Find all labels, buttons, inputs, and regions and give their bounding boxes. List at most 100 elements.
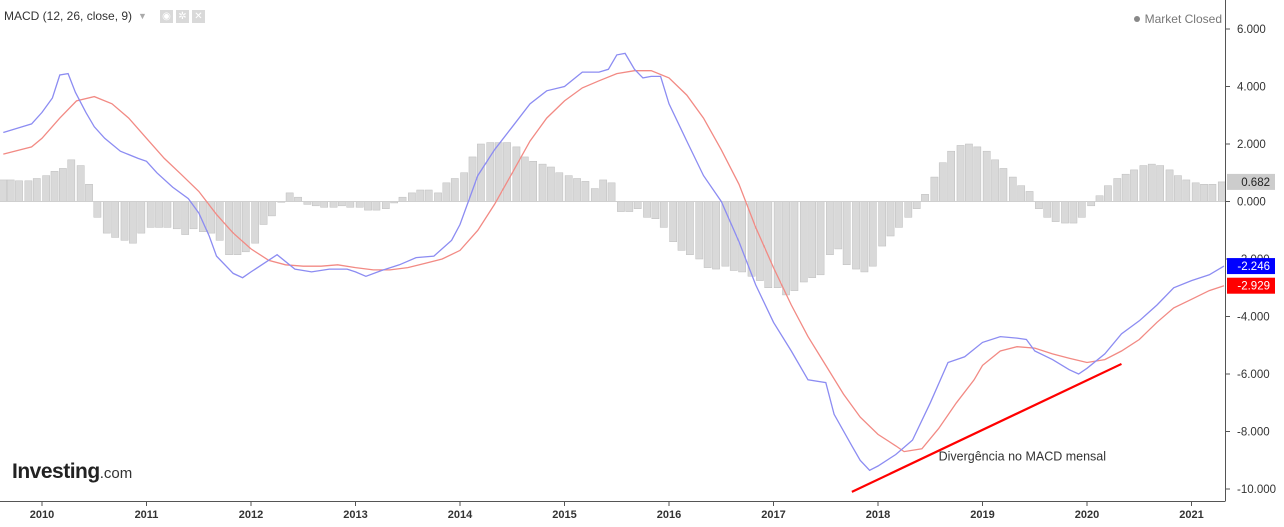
histogram-bar xyxy=(468,156,477,202)
histogram-bar xyxy=(460,172,469,202)
histogram-bar xyxy=(346,201,355,208)
histogram-bar xyxy=(137,201,146,234)
histogram-bar xyxy=(338,201,346,207)
x-tick-label: 2017 xyxy=(761,509,785,521)
histogram-bar xyxy=(947,150,955,202)
histogram-bar xyxy=(659,201,668,228)
histogram-bar xyxy=(364,201,372,211)
histogram-bar xyxy=(538,163,547,202)
investing-logo: Investing.com xyxy=(12,460,132,484)
value-badge-label: -2.246 xyxy=(1237,261,1270,273)
histogram-bar xyxy=(599,179,608,202)
histogram-bar xyxy=(555,172,564,202)
histogram-bar xyxy=(1156,165,1165,202)
y-tick-label: -10.000 xyxy=(1237,484,1276,496)
y-tick-label: -8.000 xyxy=(1237,427,1270,439)
y-tick-label: -4.000 xyxy=(1237,312,1270,324)
value-badge xyxy=(1227,258,1275,275)
histogram-bar xyxy=(259,201,268,225)
histogram-bar xyxy=(686,201,694,255)
histogram-bar xyxy=(251,201,260,244)
x-tick-label: 2014 xyxy=(448,509,473,521)
x-tick-label: 2018 xyxy=(866,509,890,521)
histogram-bar xyxy=(921,194,929,202)
histogram-bar xyxy=(1077,201,1086,218)
histogram-bar xyxy=(329,201,338,208)
histogram-bar xyxy=(842,201,851,265)
histogram-bar xyxy=(782,201,790,296)
histogram-bar xyxy=(1035,201,1043,209)
histogram-bar xyxy=(677,201,686,251)
histogram-bar xyxy=(1087,201,1096,207)
histogram-bar xyxy=(477,143,485,202)
histogram-bar xyxy=(669,201,678,242)
trendline xyxy=(851,362,1122,493)
histogram-bar xyxy=(852,201,860,270)
histogram-bar xyxy=(1217,181,1226,202)
histogram-bar xyxy=(1061,201,1069,224)
y-tick-label: -6.000 xyxy=(1237,369,1270,381)
histogram-bar xyxy=(860,201,869,273)
signal-line xyxy=(3,70,1225,453)
histogram-bar xyxy=(76,165,85,202)
histogram-bar xyxy=(1043,201,1052,218)
histogram-bar xyxy=(712,201,720,270)
histogram-bar xyxy=(111,201,120,238)
histogram-bar xyxy=(1139,165,1148,202)
histogram-bar xyxy=(651,201,660,219)
y-tick-label: 6.000 xyxy=(1237,24,1266,36)
histogram-bar xyxy=(67,159,76,202)
histogram-bar xyxy=(878,201,887,247)
y-tick-label: 0.000 xyxy=(1237,197,1266,209)
histogram-bar xyxy=(120,201,129,241)
histogram-bar xyxy=(146,201,155,228)
close-icon[interactable]: ✕ xyxy=(191,9,205,23)
value-badge xyxy=(1227,173,1275,190)
histogram-bar xyxy=(311,201,320,207)
histogram-bar xyxy=(816,201,825,276)
histogram-bar xyxy=(1025,191,1034,202)
histogram-bar xyxy=(1165,169,1174,202)
histogram-bar xyxy=(1191,182,1200,202)
histogram-bar xyxy=(956,145,965,202)
logo-suffix: .com xyxy=(99,465,133,482)
histogram-bar xyxy=(1200,184,1208,202)
histogram-bar xyxy=(450,178,459,202)
value-badge-label: 0.682 xyxy=(1241,177,1270,189)
histogram-bar xyxy=(607,182,616,202)
histogram-bar xyxy=(581,181,590,202)
histogram-bar xyxy=(617,201,625,212)
histogram-bar xyxy=(294,196,302,202)
histogram-bar xyxy=(233,201,242,255)
x-tick-label: 2016 xyxy=(657,509,681,521)
histogram-bar xyxy=(268,201,276,217)
value-badge-label: -2.929 xyxy=(1237,281,1270,293)
histogram-bar xyxy=(424,189,433,202)
histogram-bar xyxy=(6,179,15,202)
histogram-bar xyxy=(573,178,581,202)
gear-icon[interactable]: ✲ xyxy=(175,9,189,23)
chevron-down-icon[interactable]: ▼ xyxy=(138,11,147,21)
x-tick-label: 2019 xyxy=(970,509,994,521)
histogram-bar xyxy=(207,201,216,234)
histogram-bar xyxy=(904,201,913,218)
histogram-bar xyxy=(1008,176,1017,202)
histogram-bar xyxy=(15,180,23,202)
macd-line xyxy=(3,52,1225,472)
histogram-bar xyxy=(643,201,651,218)
histogram-bar xyxy=(520,156,529,202)
indicator-label[interactable]: MACD (12, 26, close, 9) xyxy=(4,9,133,23)
histogram-bar xyxy=(24,180,33,202)
histogram-bar xyxy=(408,192,416,202)
histogram-bar xyxy=(703,201,712,268)
histogram-bar xyxy=(790,201,799,291)
histogram-bar xyxy=(773,201,782,288)
histogram-bar xyxy=(372,201,381,211)
settings-icon[interactable]: ◉ xyxy=(159,9,173,23)
histogram-bar xyxy=(1095,195,1104,202)
histogram-bar xyxy=(1121,173,1130,202)
histogram-bar xyxy=(416,189,425,202)
histogram-bar xyxy=(398,196,407,202)
